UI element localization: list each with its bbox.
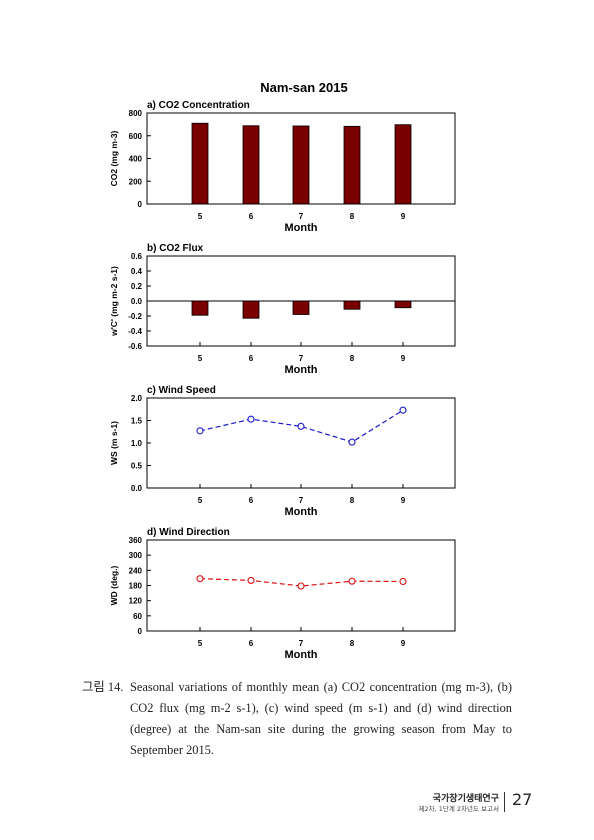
y-axis-label: CO2 (mg m-3) — [109, 130, 119, 186]
x-tick-label: 6 — [249, 212, 254, 221]
y-tick-label: -0.6 — [128, 342, 142, 351]
bar — [242, 300, 260, 319]
data-point — [399, 577, 407, 586]
y-tick-label: -0.2 — [128, 312, 142, 321]
x-tick-label: 7 — [299, 354, 304, 363]
chart-title: c) Wind Speed — [147, 385, 216, 396]
y-axis-label: w'C' (mg m-2 s-1) — [109, 266, 119, 337]
y-tick-label: 200 — [129, 177, 143, 186]
chart-title: a) CO2 Concentration — [147, 100, 250, 111]
caption-text: Seasonal variations of monthly mean (a) … — [130, 680, 512, 757]
bar — [292, 300, 310, 315]
y-tick-label: 600 — [129, 132, 143, 141]
x-tick-label: 9 — [401, 639, 406, 648]
data-point — [297, 422, 305, 430]
x-axis-label: Month — [285, 506, 318, 518]
chart-panel-3: c) Wind Speed 0.0 0.5 1.0 1.5 2.0 5 6 7 8 9 Month WS… — [109, 385, 456, 518]
footer-organization: 국가장기생태연구 — [432, 794, 499, 804]
x-tick-label: 5 — [198, 496, 203, 505]
chart-title: d) Wind Direction — [147, 527, 230, 538]
x-tick-label: 6 — [249, 639, 254, 648]
series-line — [199, 578, 404, 587]
x-tick-label: 5 — [198, 212, 203, 221]
y-tick-label: 1.0 — [131, 439, 143, 448]
x-tick-label: 6 — [249, 496, 254, 505]
x-tick-label: 7 — [299, 496, 304, 505]
bar — [242, 125, 260, 205]
x-axis-label: Month — [285, 222, 318, 234]
x-tick-label: 9 — [401, 496, 406, 505]
page-number: 27 — [512, 790, 533, 809]
y-tick-label: 1.5 — [131, 417, 143, 426]
y-tick-label: 120 — [129, 597, 143, 606]
y-tick-label: 0.2 — [131, 282, 143, 291]
chart-title: b) CO2 Flux — [147, 243, 204, 254]
x-tick-label: 9 — [401, 212, 406, 221]
x-tick-label: 9 — [401, 354, 406, 363]
y-tick-label: 0 — [138, 627, 143, 636]
y-tick-label: 300 — [129, 551, 143, 560]
data-point — [196, 427, 204, 435]
x-tick-label: 7 — [299, 639, 304, 648]
y-tick-label: 240 — [129, 566, 143, 575]
series-line — [199, 409, 404, 443]
data-point — [247, 576, 255, 584]
y-tick-label: 180 — [129, 582, 143, 591]
y-tick-label: 400 — [129, 155, 143, 164]
y-tick-label: 0.0 — [131, 297, 143, 306]
plot-frame — [146, 397, 456, 489]
bar — [292, 125, 310, 205]
y-tick-label: 60 — [133, 612, 142, 621]
data-point — [297, 582, 305, 590]
x-tick-label: 5 — [198, 354, 203, 363]
chart-panel-1: a) CO2 Concentration 0 200 400 600 800 5 6 7 8 9 Mo… — [109, 100, 456, 234]
x-tick-label: 6 — [249, 354, 254, 363]
chart-panel-2: b) CO2 Flux -0.6 -0.4 -0.2 0.0 0.2 0.4 0.6 5 6 7 8 9… — [109, 243, 456, 376]
y-tick-label: -0.4 — [128, 327, 142, 336]
data-point — [196, 575, 204, 583]
bar — [343, 300, 361, 310]
footer-subtitle: 제2차, 1단계 2차년도 보고서 — [418, 805, 499, 813]
y-tick-label: 2.0 — [131, 394, 143, 403]
y-tick-label: 0.4 — [131, 267, 143, 276]
x-tick-label: 7 — [299, 212, 304, 221]
x-axis-label: Month — [285, 649, 318, 661]
bar — [394, 124, 412, 205]
x-tick-label: 8 — [350, 354, 355, 363]
y-axis-label: WD (deg.) — [109, 566, 119, 606]
footer-separator — [504, 792, 505, 812]
y-tick-label: 0.6 — [131, 252, 143, 261]
x-tick-label: 8 — [350, 639, 355, 648]
y-tick-label: 360 — [129, 536, 143, 545]
data-point — [399, 406, 407, 414]
data-point — [247, 415, 255, 423]
data-point — [348, 438, 356, 446]
x-tick-label: 5 — [198, 639, 203, 648]
bar — [191, 300, 209, 316]
x-tick-label: 8 — [350, 212, 355, 221]
y-tick-label: 0 — [138, 200, 143, 209]
y-tick-label: 0.5 — [131, 462, 143, 471]
bar — [394, 300, 412, 309]
bar — [343, 125, 361, 205]
caption-label: 그림 14. — [82, 680, 124, 694]
data-point — [348, 577, 356, 585]
page-title: Nam-san 2015 — [260, 80, 347, 95]
y-tick-label: 800 — [129, 109, 143, 118]
x-tick-label: 8 — [350, 496, 355, 505]
y-tick-label: 0.0 — [131, 484, 143, 493]
bar — [191, 122, 209, 205]
y-axis-label: WS (m s-1) — [109, 421, 119, 465]
figure-caption: 그림 14. Seasonal variations of monthly me… — [82, 677, 512, 761]
chart-panel-4: d) Wind Direction 0 60 120 180 240 300 360 5 6 7 8 9… — [109, 527, 456, 661]
x-axis-label: Month — [285, 364, 318, 376]
